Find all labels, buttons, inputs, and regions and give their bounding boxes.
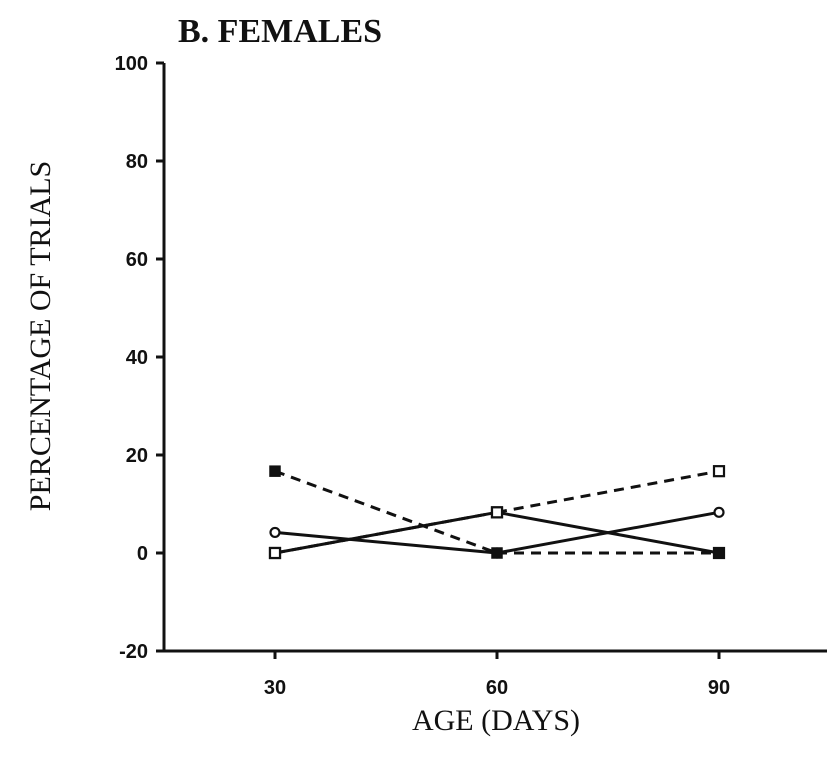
- x-tick-label: 90: [708, 677, 730, 699]
- data-point-series-0-x-90: [713, 506, 725, 518]
- y-tick-label: 60: [126, 249, 148, 271]
- data-point-series-2-x-60: [491, 547, 503, 559]
- series-segment: [274, 510, 498, 555]
- series-group-2: [269, 465, 725, 559]
- y-tick-label: 20: [126, 445, 148, 467]
- series-segment: [274, 469, 498, 555]
- data-point-series-3-x-90: [712, 465, 726, 478]
- data-point-series-2-x-90: [713, 547, 725, 559]
- series-group: [268, 465, 726, 560]
- chart-title: B. FEMALES: [178, 13, 382, 50]
- y-tick-label: 0: [137, 543, 148, 565]
- x-axis-label: AGE (DAYS): [412, 704, 580, 737]
- series-group-3: [268, 465, 726, 560]
- x-tick-group: 30 60 90: [264, 651, 730, 699]
- y-tick-label: 100: [115, 53, 148, 75]
- y-tick-group: -20 0 20 40 60 80 100: [115, 53, 164, 663]
- data-point-series-3-x-30: [268, 546, 282, 560]
- y-tick-label: -20: [119, 641, 148, 663]
- series-segment: [496, 510, 720, 555]
- data-point-series-2-x-30: [269, 465, 281, 477]
- series-segment: [274, 530, 498, 555]
- x-tick-label: 30: [264, 677, 286, 699]
- series-segment: [496, 469, 720, 514]
- x-tick-label: 60: [486, 677, 508, 699]
- data-point-series-0-x-30: [269, 526, 281, 539]
- y-tick-label: 40: [126, 347, 148, 369]
- y-axis-label: PERCENTAGE OF TRIALS: [24, 161, 57, 511]
- y-tick-label: 80: [126, 151, 148, 173]
- data-point-series-3-x-60: [490, 506, 504, 519]
